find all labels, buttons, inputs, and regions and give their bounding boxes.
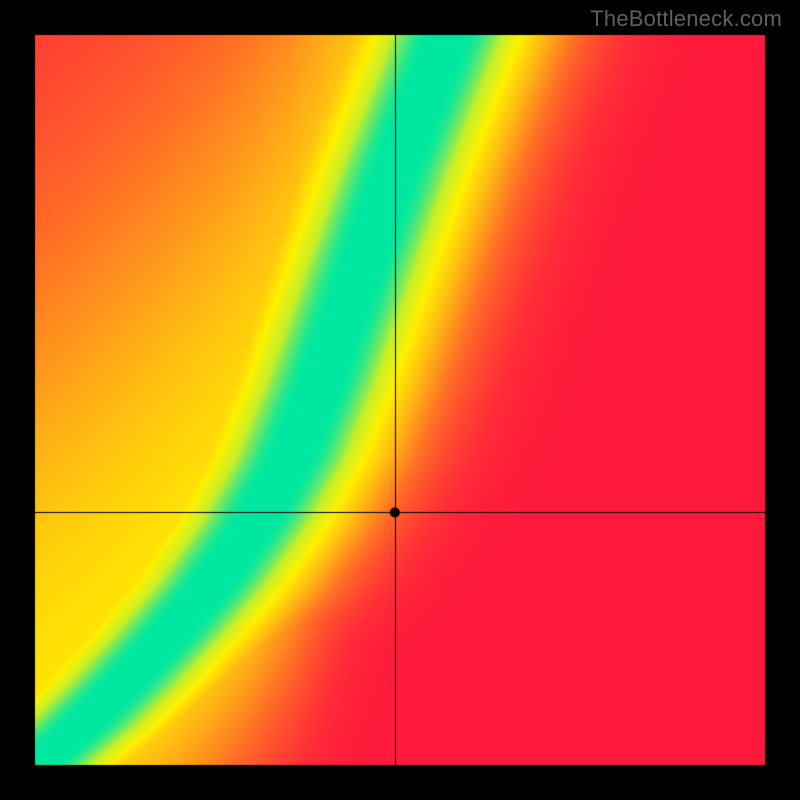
chart-container: TheBottleneck.com bbox=[0, 0, 800, 800]
bottleneck-heatmap bbox=[0, 0, 800, 800]
watermark-text: TheBottleneck.com bbox=[590, 6, 782, 32]
